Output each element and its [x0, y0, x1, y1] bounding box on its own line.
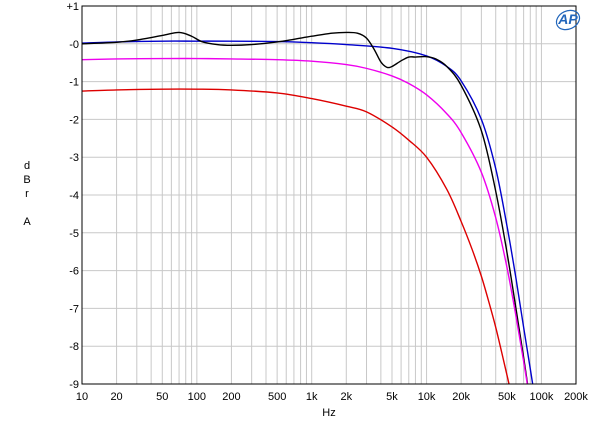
series-line-3 — [82, 57, 529, 384]
y-tick-label: -6 — [69, 266, 79, 278]
tick-labels: 10 20 50 100 200 500 1k 2k 5k 10k 20k 50k 100k 200k +1… — [66, 1, 588, 403]
x-tick-label: 500 — [268, 391, 286, 403]
y-tick-label: -3 — [69, 152, 79, 164]
x-tick-label: 2k — [340, 391, 352, 403]
y-axis-label-letter-1: d — [23, 160, 31, 172]
plot-frame — [81, 5, 577, 385]
y-axis-label-letter-2: B — [23, 174, 31, 186]
x-tick-label: 5k — [386, 391, 398, 403]
y-tick-label: -9 — [69, 379, 79, 391]
x-tick-label: 20k — [452, 391, 470, 403]
ap-logo-text: AP — [557, 11, 578, 27]
x-tick-label: 100k — [529, 391, 553, 403]
x-tick-label: 100 — [188, 391, 206, 403]
x-tick-label: 10k — [418, 391, 436, 403]
series-line-1 — [82, 40, 534, 384]
series-line-4 — [82, 88, 510, 384]
series-line-2 — [82, 31, 529, 384]
y-axis-label-letter-3: r — [25, 188, 29, 200]
x-tick-label: 1k — [306, 391, 318, 403]
y-tick-label: -7 — [69, 303, 79, 315]
x-tick-label: 20 — [110, 391, 122, 403]
x-tick-label: 50k — [498, 391, 516, 403]
y-tick-label: -1 — [69, 77, 79, 89]
x-tick-label: 10 — [76, 391, 88, 403]
y-tick-label: -2 — [69, 114, 79, 126]
y-tick-label: -0 — [69, 39, 79, 51]
x-tick-label: 200k — [564, 391, 588, 403]
x-axis-label: Hz — [322, 407, 335, 419]
y-axis-label-letter-5: A — [23, 216, 31, 228]
y-tick-label: +1 — [66, 1, 79, 13]
x-tick-label: 200 — [222, 391, 240, 403]
y-tick-label: -4 — [69, 190, 79, 202]
y-tick-label: -8 — [69, 341, 79, 353]
grid-lines — [81, 5, 577, 385]
series-lines — [82, 31, 534, 384]
ap-logo: AP — [555, 9, 581, 31]
x-tick-label: 50 — [156, 391, 168, 403]
y-tick-label: -5 — [69, 228, 79, 240]
